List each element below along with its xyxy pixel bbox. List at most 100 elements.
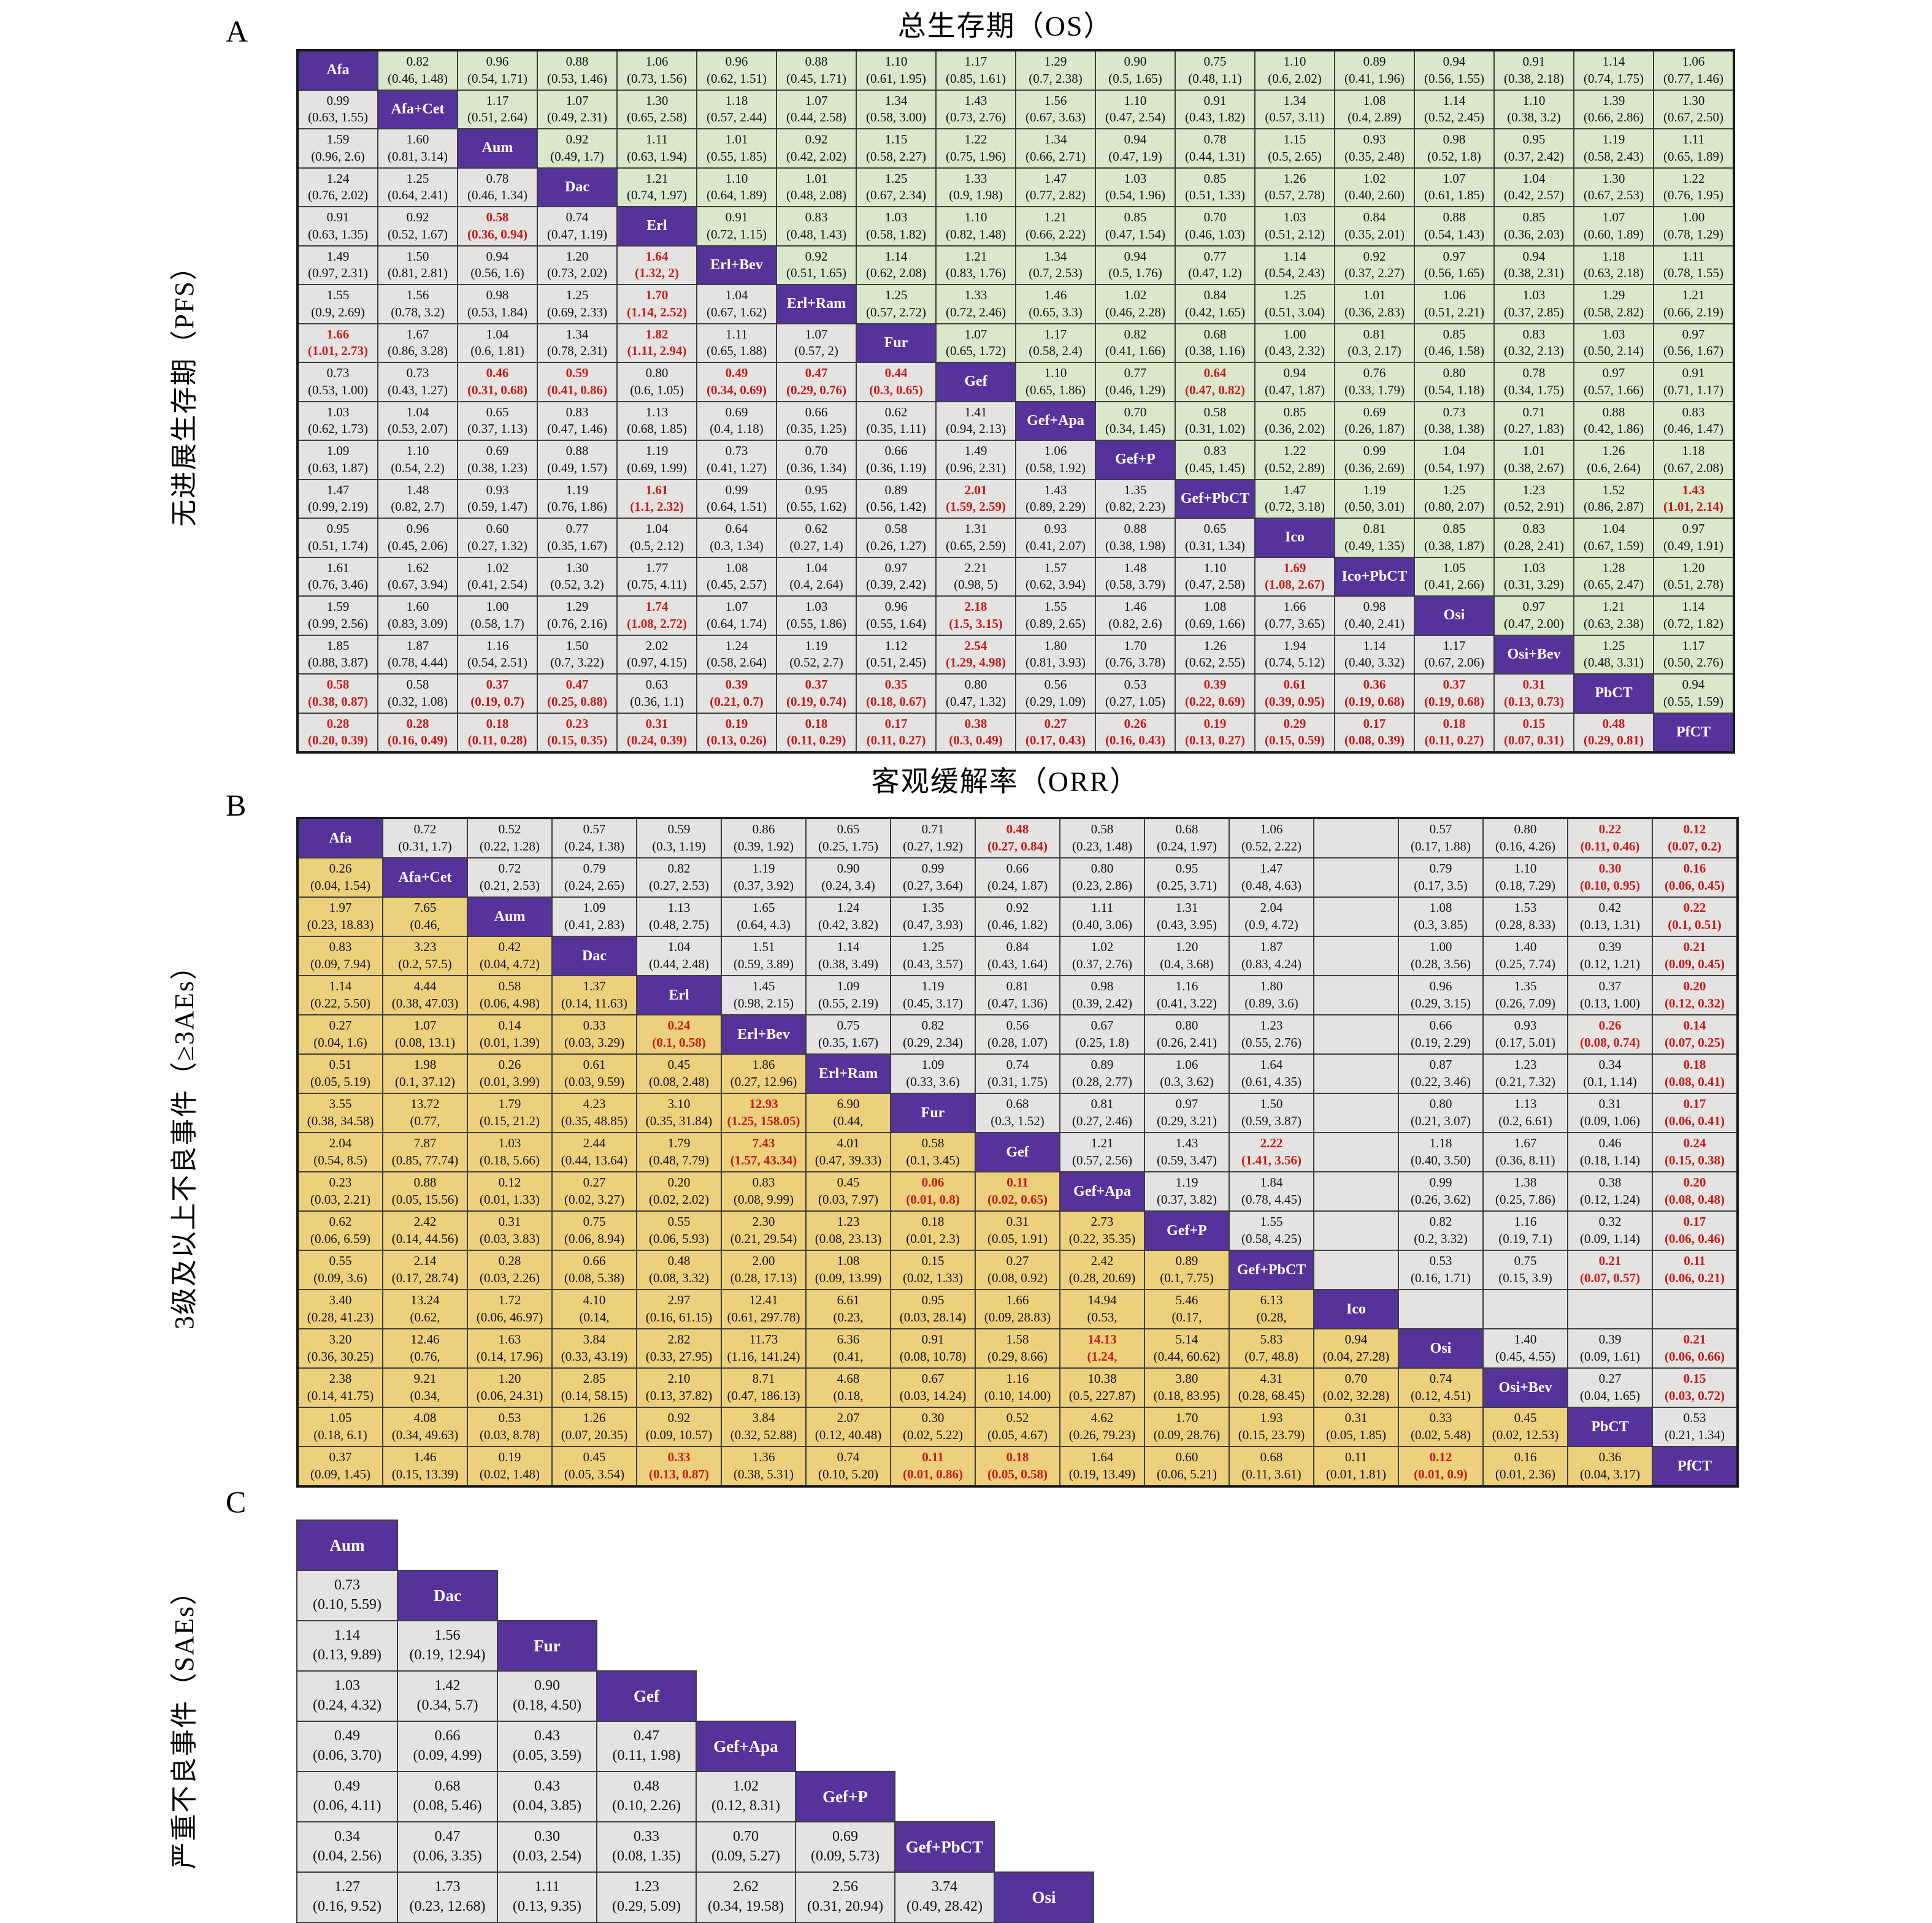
estimate-cell: 0.83 (0.45, 1.45)	[1175, 440, 1255, 480]
estimate-cell: 1.14 (0.22, 5.50)	[297, 975, 383, 1015]
estimate-cell: 0.94 (0.5, 1.76)	[1095, 245, 1176, 285]
confidence-interval: (0.02, 0.65)	[987, 1192, 1048, 1207]
confidence-interval: (0.18,	[833, 1388, 864, 1403]
effect-estimate: 0.21	[1683, 1332, 1706, 1347]
confidence-interval: (0.41, 2.07)	[1025, 538, 1086, 553]
effect-estimate: 0.37	[805, 677, 828, 692]
effect-estimate: 1.65	[752, 900, 775, 916]
confidence-interval: (0.31, 1.34)	[1185, 538, 1245, 553]
effect-estimate: 1.15	[1283, 132, 1306, 147]
effect-estimate: 0.15	[1522, 716, 1546, 731]
confidence-interval: (0.78, 1.29)	[1663, 226, 1723, 242]
estimate-cell: 1.34 (0.66, 2.71)	[1015, 128, 1096, 169]
effect-estimate: 1.59	[326, 132, 350, 147]
confidence-interval: (0.35, 1.67)	[818, 1035, 878, 1050]
estimate-cell: 1.87 (0.78, 4.44)	[377, 634, 458, 675]
effect-estimate: 1.25	[884, 170, 908, 186]
confidence-interval: (0.65, 1.88)	[707, 343, 767, 359]
confidence-interval: (0.65, 1.72)	[946, 343, 1006, 359]
confidence-interval: (0.28, 8.33)	[1495, 917, 1555, 932]
empty-region	[795, 1621, 895, 1671]
confidence-interval: (0.36, 0.94)	[467, 226, 527, 242]
estimate-cell: 0.90 (0.18, 4.50)	[497, 1670, 597, 1722]
confidence-interval: (0.7, 2.53)	[1029, 266, 1083, 281]
confidence-interval: (0.81, 3.14)	[388, 148, 448, 164]
effect-estimate: 1.14	[334, 1627, 360, 1644]
confidence-interval: (0.07, 0.25)	[1665, 1035, 1725, 1050]
confidence-interval: (0.69, 2.33)	[547, 304, 607, 319]
table-row: 2.04 (0.54, 8.5) 7.87 (0.85, 77.74) 1.03 (0.1…	[297, 1132, 1738, 1172]
effect-estimate: 1.25	[1602, 638, 1625, 653]
confidence-interval: (0.27, 1.32)	[467, 538, 527, 553]
effect-estimate: 0.23	[565, 716, 589, 731]
estimate-cell: 0.23 (0.03, 2.21)	[297, 1171, 383, 1212]
confidence-interval: (0.64, 2.41)	[388, 188, 448, 203]
effect-estimate: 0.80	[1443, 365, 1466, 381]
effect-estimate: 0.74	[1429, 1371, 1452, 1386]
confidence-interval: (0.08, 0.48)	[1665, 1192, 1725, 1207]
estimate-cell: 1.00 (0.58, 1.7)	[457, 595, 538, 636]
confidence-interval: (0.06, 5.93)	[649, 1231, 709, 1246]
estimate-cell: 0.58 (0.38, 0.87)	[297, 673, 378, 714]
effect-estimate: 0.83	[752, 1175, 775, 1190]
blank-cell	[1313, 1210, 1399, 1251]
confidence-interval: (0.31, 1.7)	[398, 839, 452, 854]
effect-estimate: 1.87	[406, 638, 429, 653]
effect-estimate: 3.84	[752, 1410, 775, 1426]
estimate-cell: 0.95 (0.03, 28.14)	[890, 1289, 976, 1329]
effect-estimate: 5.14	[1175, 1332, 1198, 1347]
confidence-interval: (0.04, 1.54)	[310, 878, 370, 893]
confidence-interval: (0.08, 9.99)	[734, 1192, 794, 1207]
effect-estimate: 1.98	[413, 1057, 437, 1072]
confidence-interval: (0.6, 2.02)	[1268, 71, 1322, 86]
confidence-interval: (1.1, 2.32)	[630, 499, 684, 514]
estimate-cell: 0.43 (0.04, 3.85)	[497, 1771, 597, 1822]
effect-estimate: 1.47	[1283, 482, 1306, 497]
effect-estimate: 0.85	[1124, 210, 1147, 225]
estimate-cell: 1.11 (0.63, 1.94)	[616, 128, 697, 169]
confidence-interval: (0.23, 18.83)	[307, 917, 374, 932]
confidence-interval: (0.53, 1.46)	[547, 71, 607, 86]
confidence-interval: (0.29, 1.09)	[1025, 694, 1086, 709]
estimate-cell: 0.83 (0.08, 9.99)	[721, 1171, 807, 1212]
confidence-interval: (0.27, 1.4)	[789, 538, 843, 553]
estimate-cell: 1.23 (0.52, 2.91)	[1493, 478, 1574, 519]
effect-estimate: 1.25	[565, 288, 589, 303]
effect-estimate: 0.75	[1203, 54, 1227, 69]
confidence-interval: (0.21, 3.07)	[1411, 1114, 1471, 1128]
confidence-interval: (0.43, 3.57)	[903, 957, 963, 971]
confidence-interval: (0.34,	[410, 1388, 440, 1403]
estimate-cell: 0.91 (0.63, 1.35)	[297, 206, 378, 247]
effect-estimate: 1.07	[413, 1018, 437, 1033]
effect-estimate: 0.27	[1006, 1253, 1029, 1269]
confidence-interval: (0.24, 1.87)	[987, 878, 1048, 893]
estimate-cell: 0.64 (0.3, 1.34)	[696, 518, 777, 558]
confidence-interval: (0.58, 4.25)	[1241, 1231, 1301, 1246]
confidence-interval: (0.03, 0.72)	[1665, 1388, 1725, 1403]
blank-cell	[1313, 1171, 1399, 1212]
estimate-cell: 1.11 (0.40, 3.06)	[1059, 897, 1145, 937]
effect-estimate: 0.99	[921, 861, 945, 876]
table-row: 0.83 (0.09, 7.94) 3.23 (0.2, 57.5) 0.42 (0.04…	[297, 936, 1738, 976]
confidence-interval: (0.21, 29.54)	[730, 1231, 797, 1246]
effect-estimate: 1.02	[486, 560, 509, 575]
confidence-interval: (0.80, 2.07)	[1424, 499, 1484, 514]
confidence-interval: (0.55, 1.86)	[786, 616, 846, 631]
confidence-interval: (0.39, 2.42)	[866, 577, 926, 592]
treatment-diagonal-cell: Afa	[297, 817, 383, 858]
estimate-cell: 0.84 (0.43, 1.64)	[975, 936, 1060, 976]
confidence-interval: (0.45, 1.45)	[1185, 460, 1245, 475]
confidence-interval: (0.47, 2.54)	[1105, 110, 1165, 125]
confidence-interval: (0.63, 1.35)	[308, 226, 368, 242]
table-row: 1.85 (0.88, 3.87) 1.87 (0.78, 4.44) 1.16 (0.5…	[297, 634, 1735, 675]
effect-estimate: 1.07	[725, 599, 748, 614]
estimate-cell: 1.03 (0.51, 2.12)	[1254, 206, 1335, 247]
effect-estimate: 0.45	[667, 1057, 691, 1072]
estimate-cell: 1.52 (0.86, 2.87)	[1573, 478, 1654, 519]
estimate-cell: 0.93 (0.35, 2.48)	[1334, 128, 1415, 169]
estimate-cell: 1.17 (0.58, 2.4)	[1015, 323, 1096, 363]
effect-estimate: 0.39	[1598, 939, 1622, 955]
confidence-interval: (0.58, 1.92)	[1025, 460, 1086, 475]
effect-estimate: 0.61	[583, 1057, 606, 1072]
estimate-cell: 1.04 (0.44, 2.48)	[636, 936, 722, 976]
